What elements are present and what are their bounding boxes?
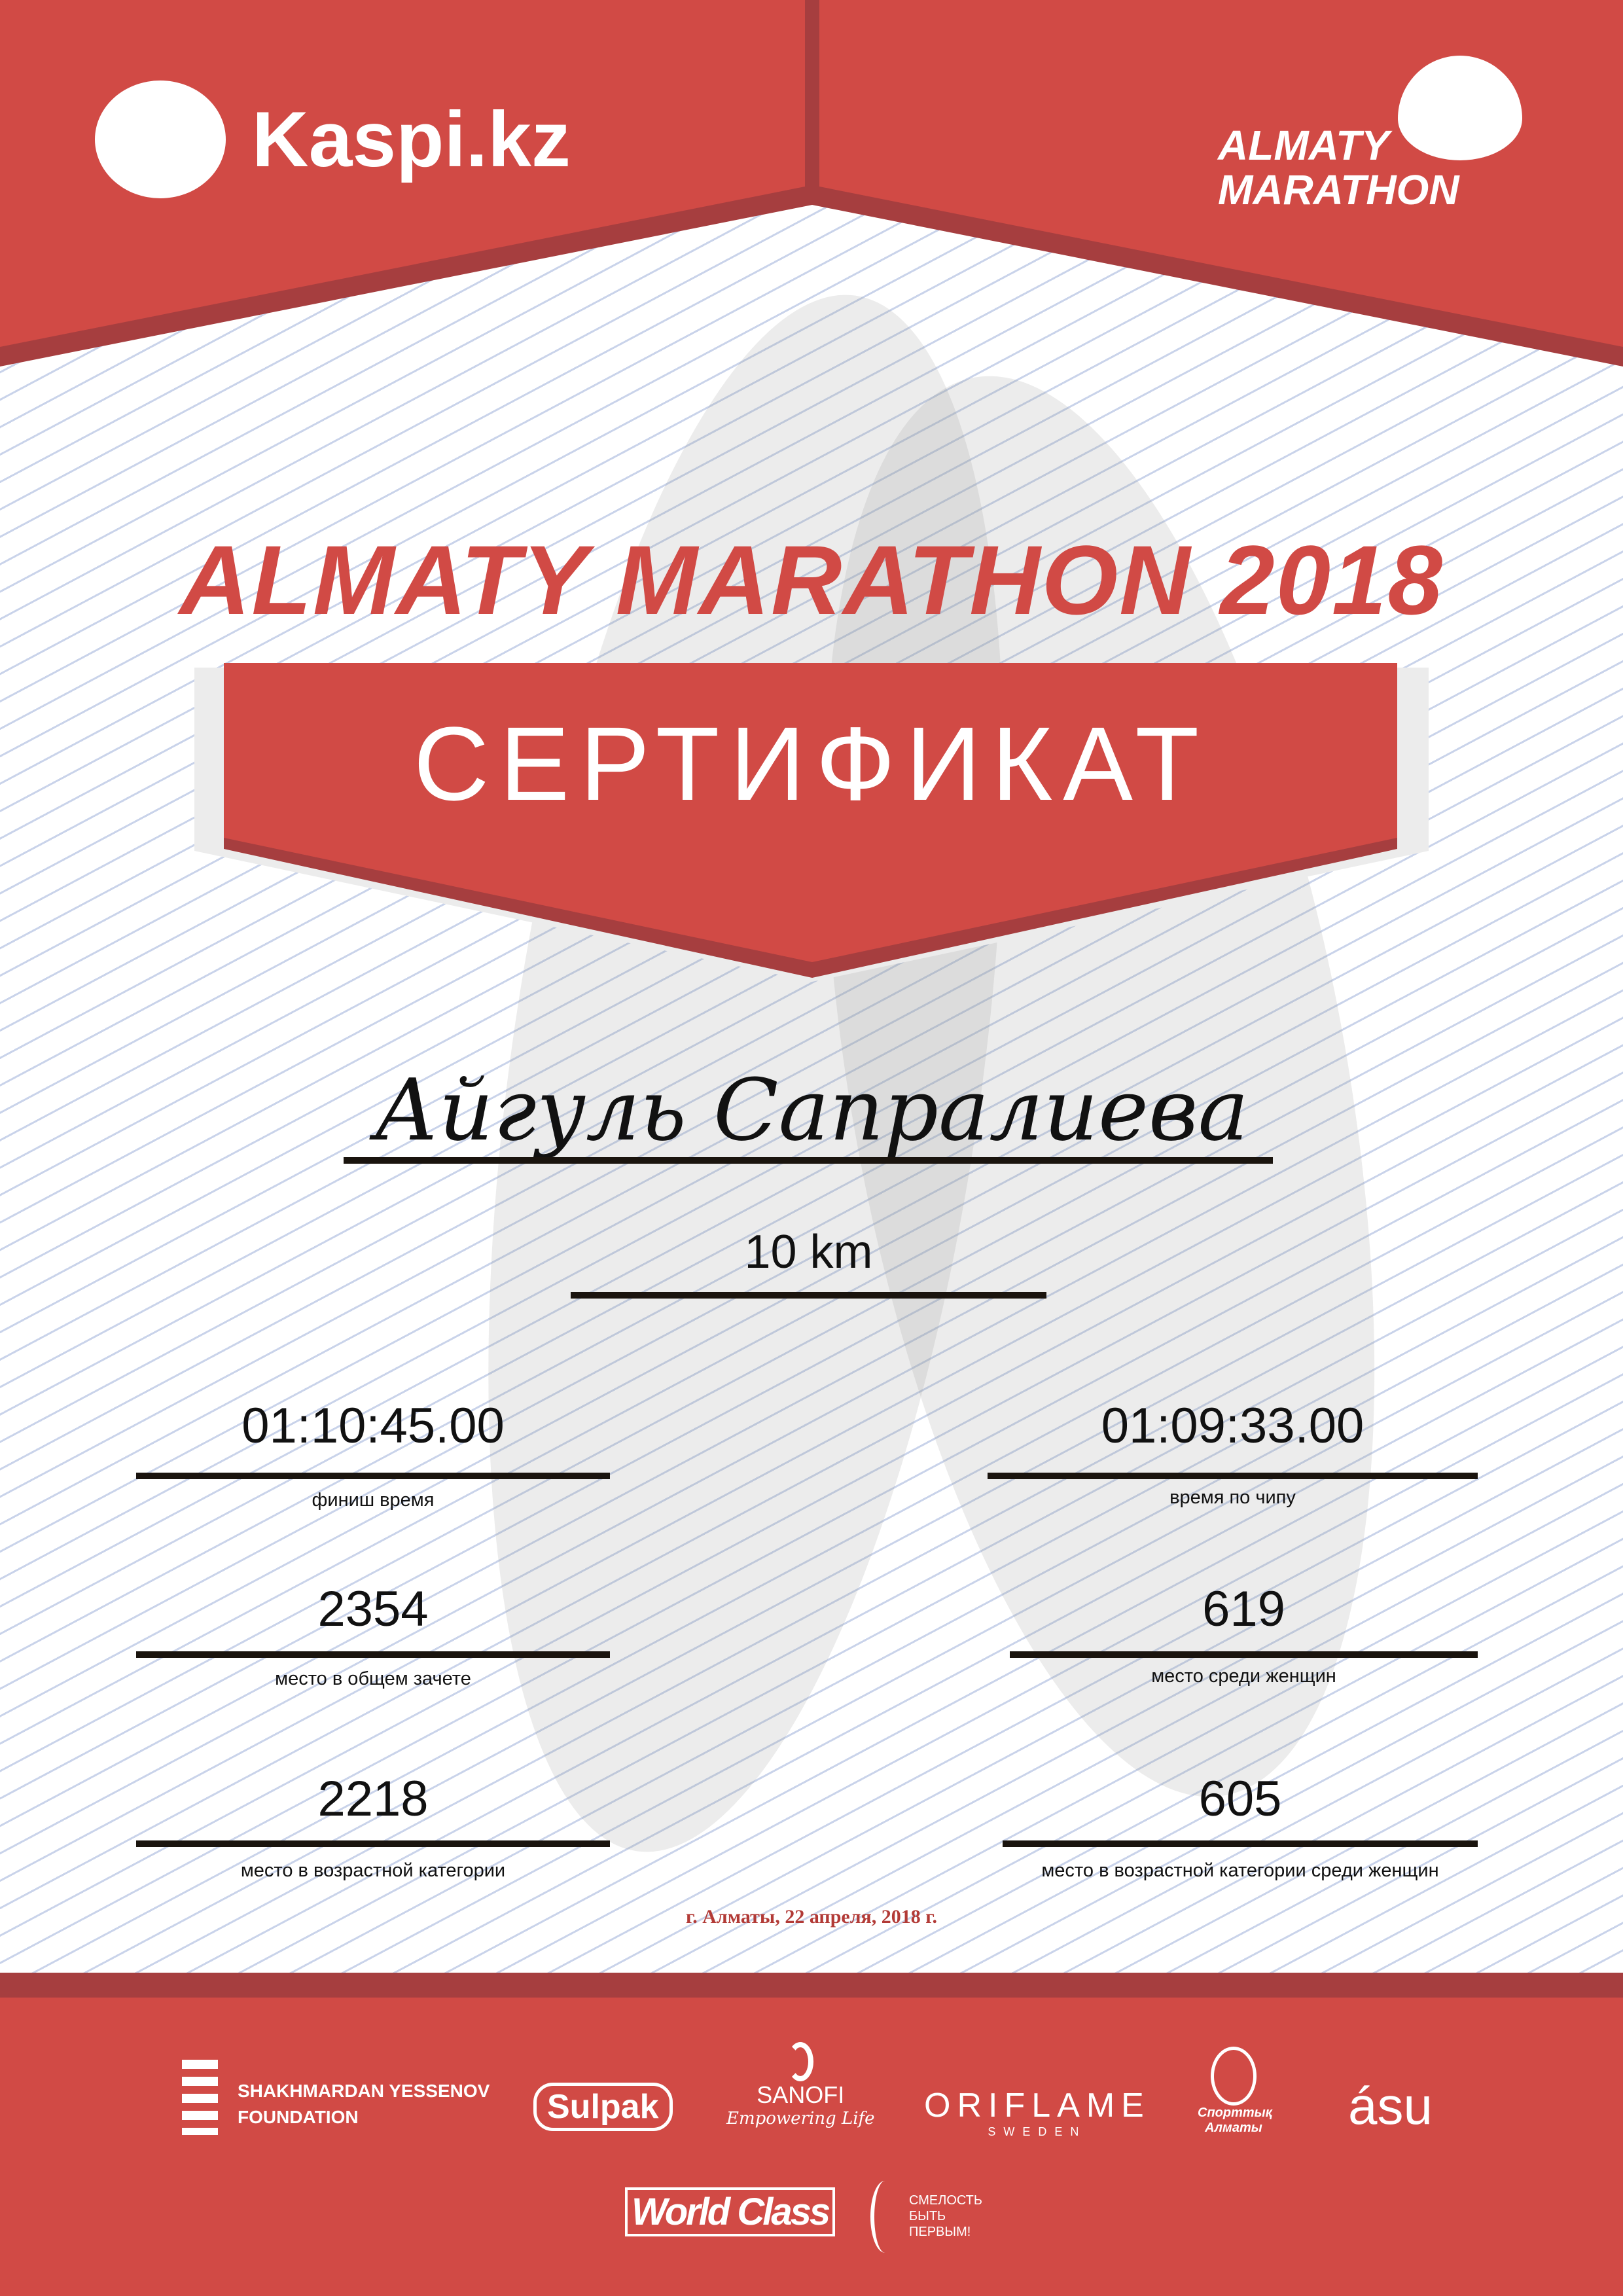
almaty-marathon-logo: ALMATY MARATHON xyxy=(1215,56,1529,213)
smelost-foundation-logo: СМЕЛОСТЬ БЫТЬ ПЕРВЫМ! xyxy=(870,2181,982,2253)
finish-time-label: финиш время xyxy=(312,1490,435,1511)
kaspi-logo: Kaspi.kz xyxy=(95,81,571,198)
underline xyxy=(1010,1651,1478,1658)
issue-date: г. Алматы, 22 апреля, 2018 г. xyxy=(685,1906,938,1928)
world-class-logo: World Class xyxy=(625,2187,836,2236)
distance-underline xyxy=(571,1292,1046,1299)
chip-time: 01:09:33.00 xyxy=(1101,1398,1364,1454)
distance: 10 km xyxy=(744,1226,873,1278)
oriflame-logo: ORIFLAME SWEDEN xyxy=(924,2087,1150,2138)
sanofi-logo: SANOFI Empowering Life xyxy=(726,2042,875,2128)
underline xyxy=(136,1840,610,1847)
figure-icon xyxy=(870,2181,900,2253)
header-chevron xyxy=(0,0,1623,367)
sanofi-icon xyxy=(787,2042,814,2081)
age-category-place-label: место в возрастной категории xyxy=(240,1860,506,1881)
asu-logo: ásu xyxy=(1348,2077,1433,2135)
yessenov-icon xyxy=(182,2060,218,2135)
finish-time: 01:10:45.00 xyxy=(241,1398,505,1454)
background-pattern xyxy=(0,0,1623,1977)
emblem-icon xyxy=(1211,2047,1257,2106)
underline xyxy=(136,1473,610,1479)
certificate-heading: СЕРТИФИКАТ xyxy=(413,705,1210,822)
women-age-category-place: 605 xyxy=(1198,1771,1282,1827)
event-title: ALMATY MARATHON 2018 xyxy=(179,525,1444,635)
underline xyxy=(1003,1840,1478,1847)
underline xyxy=(136,1651,610,1658)
age-category-place: 2218 xyxy=(317,1771,429,1827)
sponsors-footer: SHAKHMARDAN YESSENOV FOUNDATION Sulpak SA… xyxy=(0,1973,1623,2296)
overall-place: 2354 xyxy=(317,1581,429,1637)
participant-name: Айгуль Сапралиева xyxy=(374,1060,1249,1160)
underline xyxy=(988,1473,1478,1479)
sulpak-logo: Sulpak xyxy=(533,2083,673,2131)
name-underline xyxy=(344,1157,1273,1164)
women-place: 619 xyxy=(1202,1581,1285,1637)
sportyk-almaty-logo: Спорттық Алматы xyxy=(1198,2047,1272,2136)
yessenov-foundation-logo: SHAKHMARDAN YESSENOV FOUNDATION xyxy=(182,2060,490,2135)
kaspi-icon xyxy=(95,81,226,198)
runner-icon xyxy=(1398,56,1522,160)
women-place-label: место среди женщин xyxy=(1151,1666,1336,1687)
overall-place-label: место в общем зачете xyxy=(275,1668,471,1689)
chip-time-label: время по чипу xyxy=(1169,1487,1296,1508)
certificate-banner xyxy=(194,663,1429,982)
women-age-category-place-label: место в возрастной категории среди женщи… xyxy=(1041,1860,1439,1881)
